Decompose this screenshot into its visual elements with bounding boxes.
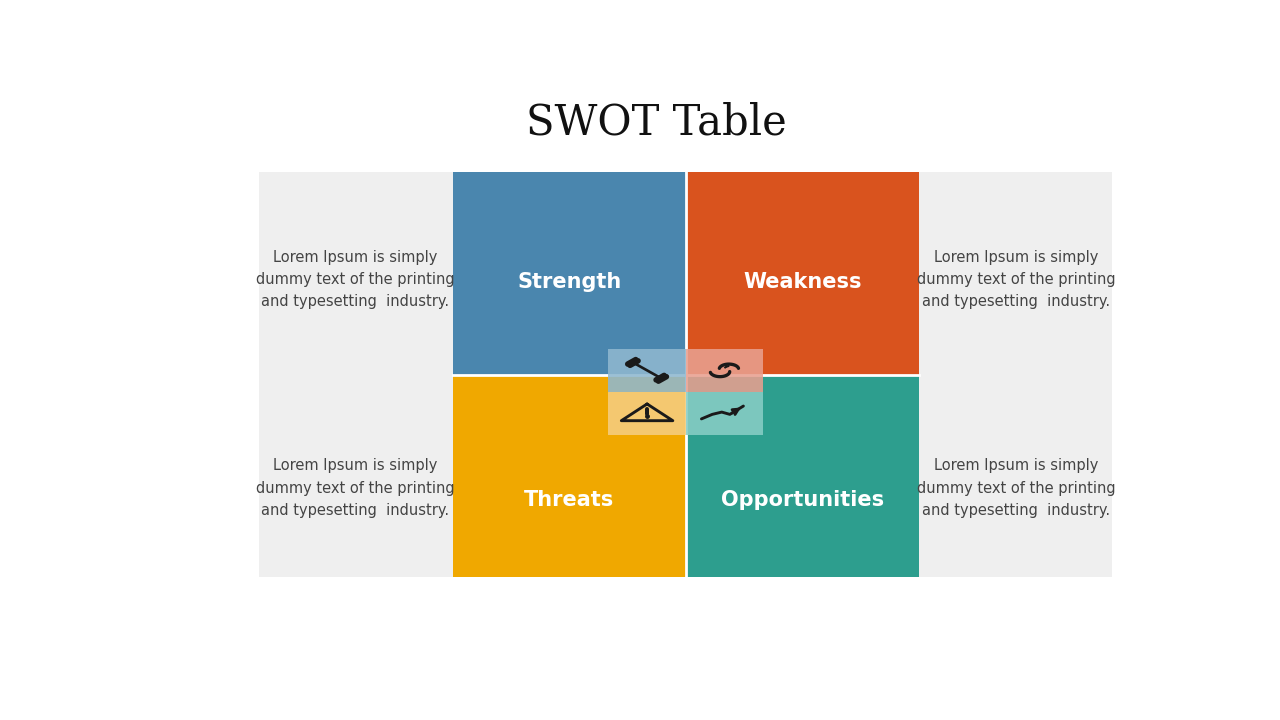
Text: Lorem Ipsum is simply
dummy text of the printing
and typesetting  industry.: Lorem Ipsum is simply dummy text of the … xyxy=(256,250,454,310)
Bar xyxy=(686,172,919,374)
Text: Strength: Strength xyxy=(517,271,621,292)
Bar xyxy=(608,392,686,435)
Text: Lorem Ipsum is simply
dummy text of the printing
and typesetting  industry.: Lorem Ipsum is simply dummy text of the … xyxy=(916,250,1115,310)
Text: SWOT Table: SWOT Table xyxy=(526,102,786,143)
Bar xyxy=(259,172,1112,577)
Text: Threats: Threats xyxy=(524,490,614,510)
Bar xyxy=(453,172,686,374)
Text: Lorem Ipsum is simply
dummy text of the printing
and typesetting  industry.: Lorem Ipsum is simply dummy text of the … xyxy=(916,459,1115,518)
Bar xyxy=(453,374,686,577)
Bar xyxy=(686,392,763,435)
Bar xyxy=(608,348,686,392)
Text: Opportunities: Opportunities xyxy=(721,490,884,510)
Text: Weakness: Weakness xyxy=(744,271,861,292)
Bar xyxy=(686,374,919,577)
Bar xyxy=(686,348,763,392)
Text: Lorem Ipsum is simply
dummy text of the printing
and typesetting  industry.: Lorem Ipsum is simply dummy text of the … xyxy=(256,459,454,518)
